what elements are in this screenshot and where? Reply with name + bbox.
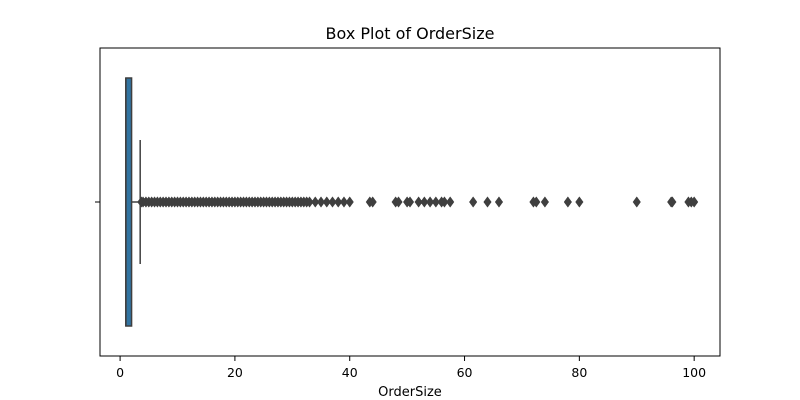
outlier-point bbox=[469, 196, 478, 208]
x-tick-label: 0 bbox=[116, 365, 124, 380]
outlier-point bbox=[668, 196, 677, 208]
outlier-point bbox=[483, 196, 492, 208]
x-tick-label: 40 bbox=[342, 365, 358, 380]
outlier-point bbox=[316, 196, 326, 208]
outlier-point bbox=[368, 196, 377, 208]
x-axis-ticks: 0 20 40 60 80 100 bbox=[116, 356, 706, 380]
outlier-point bbox=[431, 196, 440, 208]
outlier-point bbox=[540, 196, 550, 208]
iqr-box bbox=[125, 77, 133, 327]
outlier-point bbox=[328, 196, 337, 208]
outlier-point bbox=[322, 196, 331, 208]
outlier-point bbox=[311, 196, 320, 208]
outlier-point bbox=[532, 196, 541, 208]
chart-title: Box Plot of OrderSize bbox=[326, 24, 495, 43]
outlier-point bbox=[425, 196, 435, 208]
outlier-point bbox=[575, 196, 584, 208]
outlier-point bbox=[446, 196, 455, 208]
outlier-group bbox=[137, 196, 699, 208]
x-axis-label: OrderSize bbox=[378, 385, 442, 400]
outlier-point bbox=[394, 196, 403, 208]
x-tick-label: 20 bbox=[227, 365, 243, 380]
outlier-point bbox=[690, 196, 699, 208]
outlier-point bbox=[334, 196, 343, 208]
x-tick-label: 60 bbox=[457, 365, 473, 380]
outlier-point bbox=[440, 196, 449, 208]
outlier-point bbox=[420, 196, 429, 208]
outlier-point bbox=[305, 196, 314, 208]
outlier-point bbox=[494, 196, 504, 208]
outlier-point bbox=[632, 196, 641, 208]
x-tick-label: 80 bbox=[571, 365, 587, 380]
x-tick-label: 100 bbox=[682, 365, 706, 380]
outlier-point bbox=[414, 196, 423, 208]
outlier-point bbox=[563, 196, 572, 208]
outlier-point bbox=[405, 196, 415, 208]
outlier-point bbox=[345, 196, 354, 208]
outlier-point bbox=[339, 196, 349, 208]
